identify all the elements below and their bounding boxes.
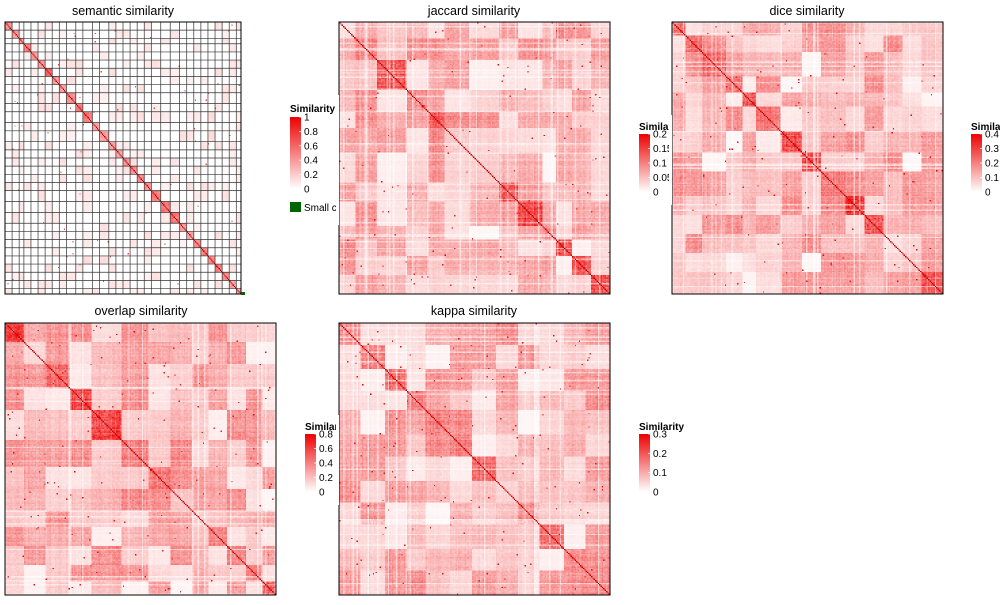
- legend-overlap: Similarity 0.8 0.6 0.4 0.2 0: [305, 422, 350, 499]
- legend-tick-label: 0.2: [653, 130, 667, 141]
- legend-tick-label: 0.4: [985, 130, 999, 141]
- legend-tick-label: 0: [653, 188, 659, 199]
- heatmap-border: [4, 322, 277, 596]
- legend-clip-mask: [336, 415, 339, 505]
- panel-dice: dice similarity: [671, 4, 944, 295]
- legend-colorbar: [305, 434, 316, 492]
- panel-title: jaccard similarity: [427, 4, 521, 18]
- small-clusters-swatch: [290, 202, 301, 212]
- legend-title: Similarity: [639, 122, 684, 133]
- legend-ticks: 0.4 0.3 0.2 0.1 0: [980, 130, 999, 199]
- heatmap-body: [339, 323, 610, 595]
- legend-dice: Similarity 0.4 0.3 0.2 0.1 0: [971, 122, 1000, 199]
- legend-tick-label: 0.2: [304, 170, 318, 181]
- panel-jaccard: jaccard similarity: [338, 4, 611, 295]
- legend-tick-label: 0.8: [319, 430, 333, 441]
- legend-semantic: Similarity 1 0.8 0.6 0.4 0.2 0 Small clusters: [290, 104, 366, 214]
- legend-colorbar: [290, 117, 301, 189]
- legend-tick-label: 0.1: [653, 468, 667, 479]
- panel-overlap: overlap similarity: [4, 304, 277, 596]
- legend-kappa: Similarity 0.3 0.2 0.1 0: [639, 422, 684, 499]
- legend-clip-mask: [669, 115, 672, 205]
- legend-ticks: 1 0.8 0.6 0.4 0.2 0: [299, 113, 318, 196]
- legend-tick-label: 0: [304, 185, 310, 196]
- legend-title: Similarity: [290, 104, 335, 115]
- legend-tick-label: 0.8: [304, 127, 318, 138]
- legend-tick-label: 0.05: [653, 173, 673, 184]
- legend-colorbar: [639, 434, 650, 492]
- legend-tick-label: 0: [653, 488, 659, 499]
- small-clusters-label: Small clusters: [304, 203, 366, 214]
- heatmap-border: [4, 21, 242, 295]
- heatmap-body: [5, 323, 276, 595]
- legend-ticks: 0.8 0.6 0.4 0.2 0: [314, 430, 333, 499]
- legend-ticks: 0.3 0.2 0.1 0: [648, 430, 667, 499]
- panel-title: overlap similarity: [94, 304, 188, 318]
- legend-tick-label: 0.2: [653, 449, 667, 460]
- legend-tick-label: 0.2: [985, 159, 999, 170]
- legend-tick-label: 0.4: [304, 156, 318, 167]
- legend-jaccard: Similarity 0.2 0.15 0.1 0.05 0: [639, 122, 684, 199]
- panel-title: semantic similarity: [72, 4, 175, 18]
- legend-clip-mask: [336, 95, 339, 225]
- legend-tick-label: 0.4: [319, 459, 333, 470]
- legend-tick-label: 0.3: [653, 430, 667, 441]
- legend-tick-label: 0.6: [319, 444, 333, 455]
- legend-title: Similarity: [305, 422, 350, 433]
- panel-semantic: semantic similarity: [4, 4, 245, 295]
- small-cluster-marker: [241, 292, 245, 295]
- cluster-grid: [5, 22, 241, 294]
- legend-tick-label: 1: [304, 113, 310, 124]
- legend-title: Similarity: [639, 422, 684, 433]
- legend-ticks: 0.2 0.15 0.1 0.05 0: [648, 130, 673, 199]
- heatmap-body: [672, 22, 943, 294]
- legend-tick-label: 0.2: [319, 473, 333, 484]
- legend-tick-label: 0.1: [985, 173, 999, 184]
- heatmap-body: [339, 22, 610, 294]
- panel-title: kappa similarity: [431, 304, 518, 318]
- legend-colorbar: [639, 134, 650, 192]
- panel-title: dice similarity: [769, 4, 845, 18]
- legend-tick-label: 0.3: [985, 144, 999, 155]
- legend-colorbar: [971, 134, 982, 192]
- panel-kappa: kappa similarity: [338, 304, 611, 596]
- legend-tick-label: 0: [985, 188, 991, 199]
- legend-tick-label: 0.6: [304, 141, 318, 152]
- legend-tick-label: 0.1: [653, 159, 667, 170]
- legend-tick-label: 0.15: [653, 144, 673, 155]
- legend-title: Similarity: [971, 122, 1000, 133]
- legend-tick-label: 0: [319, 488, 325, 499]
